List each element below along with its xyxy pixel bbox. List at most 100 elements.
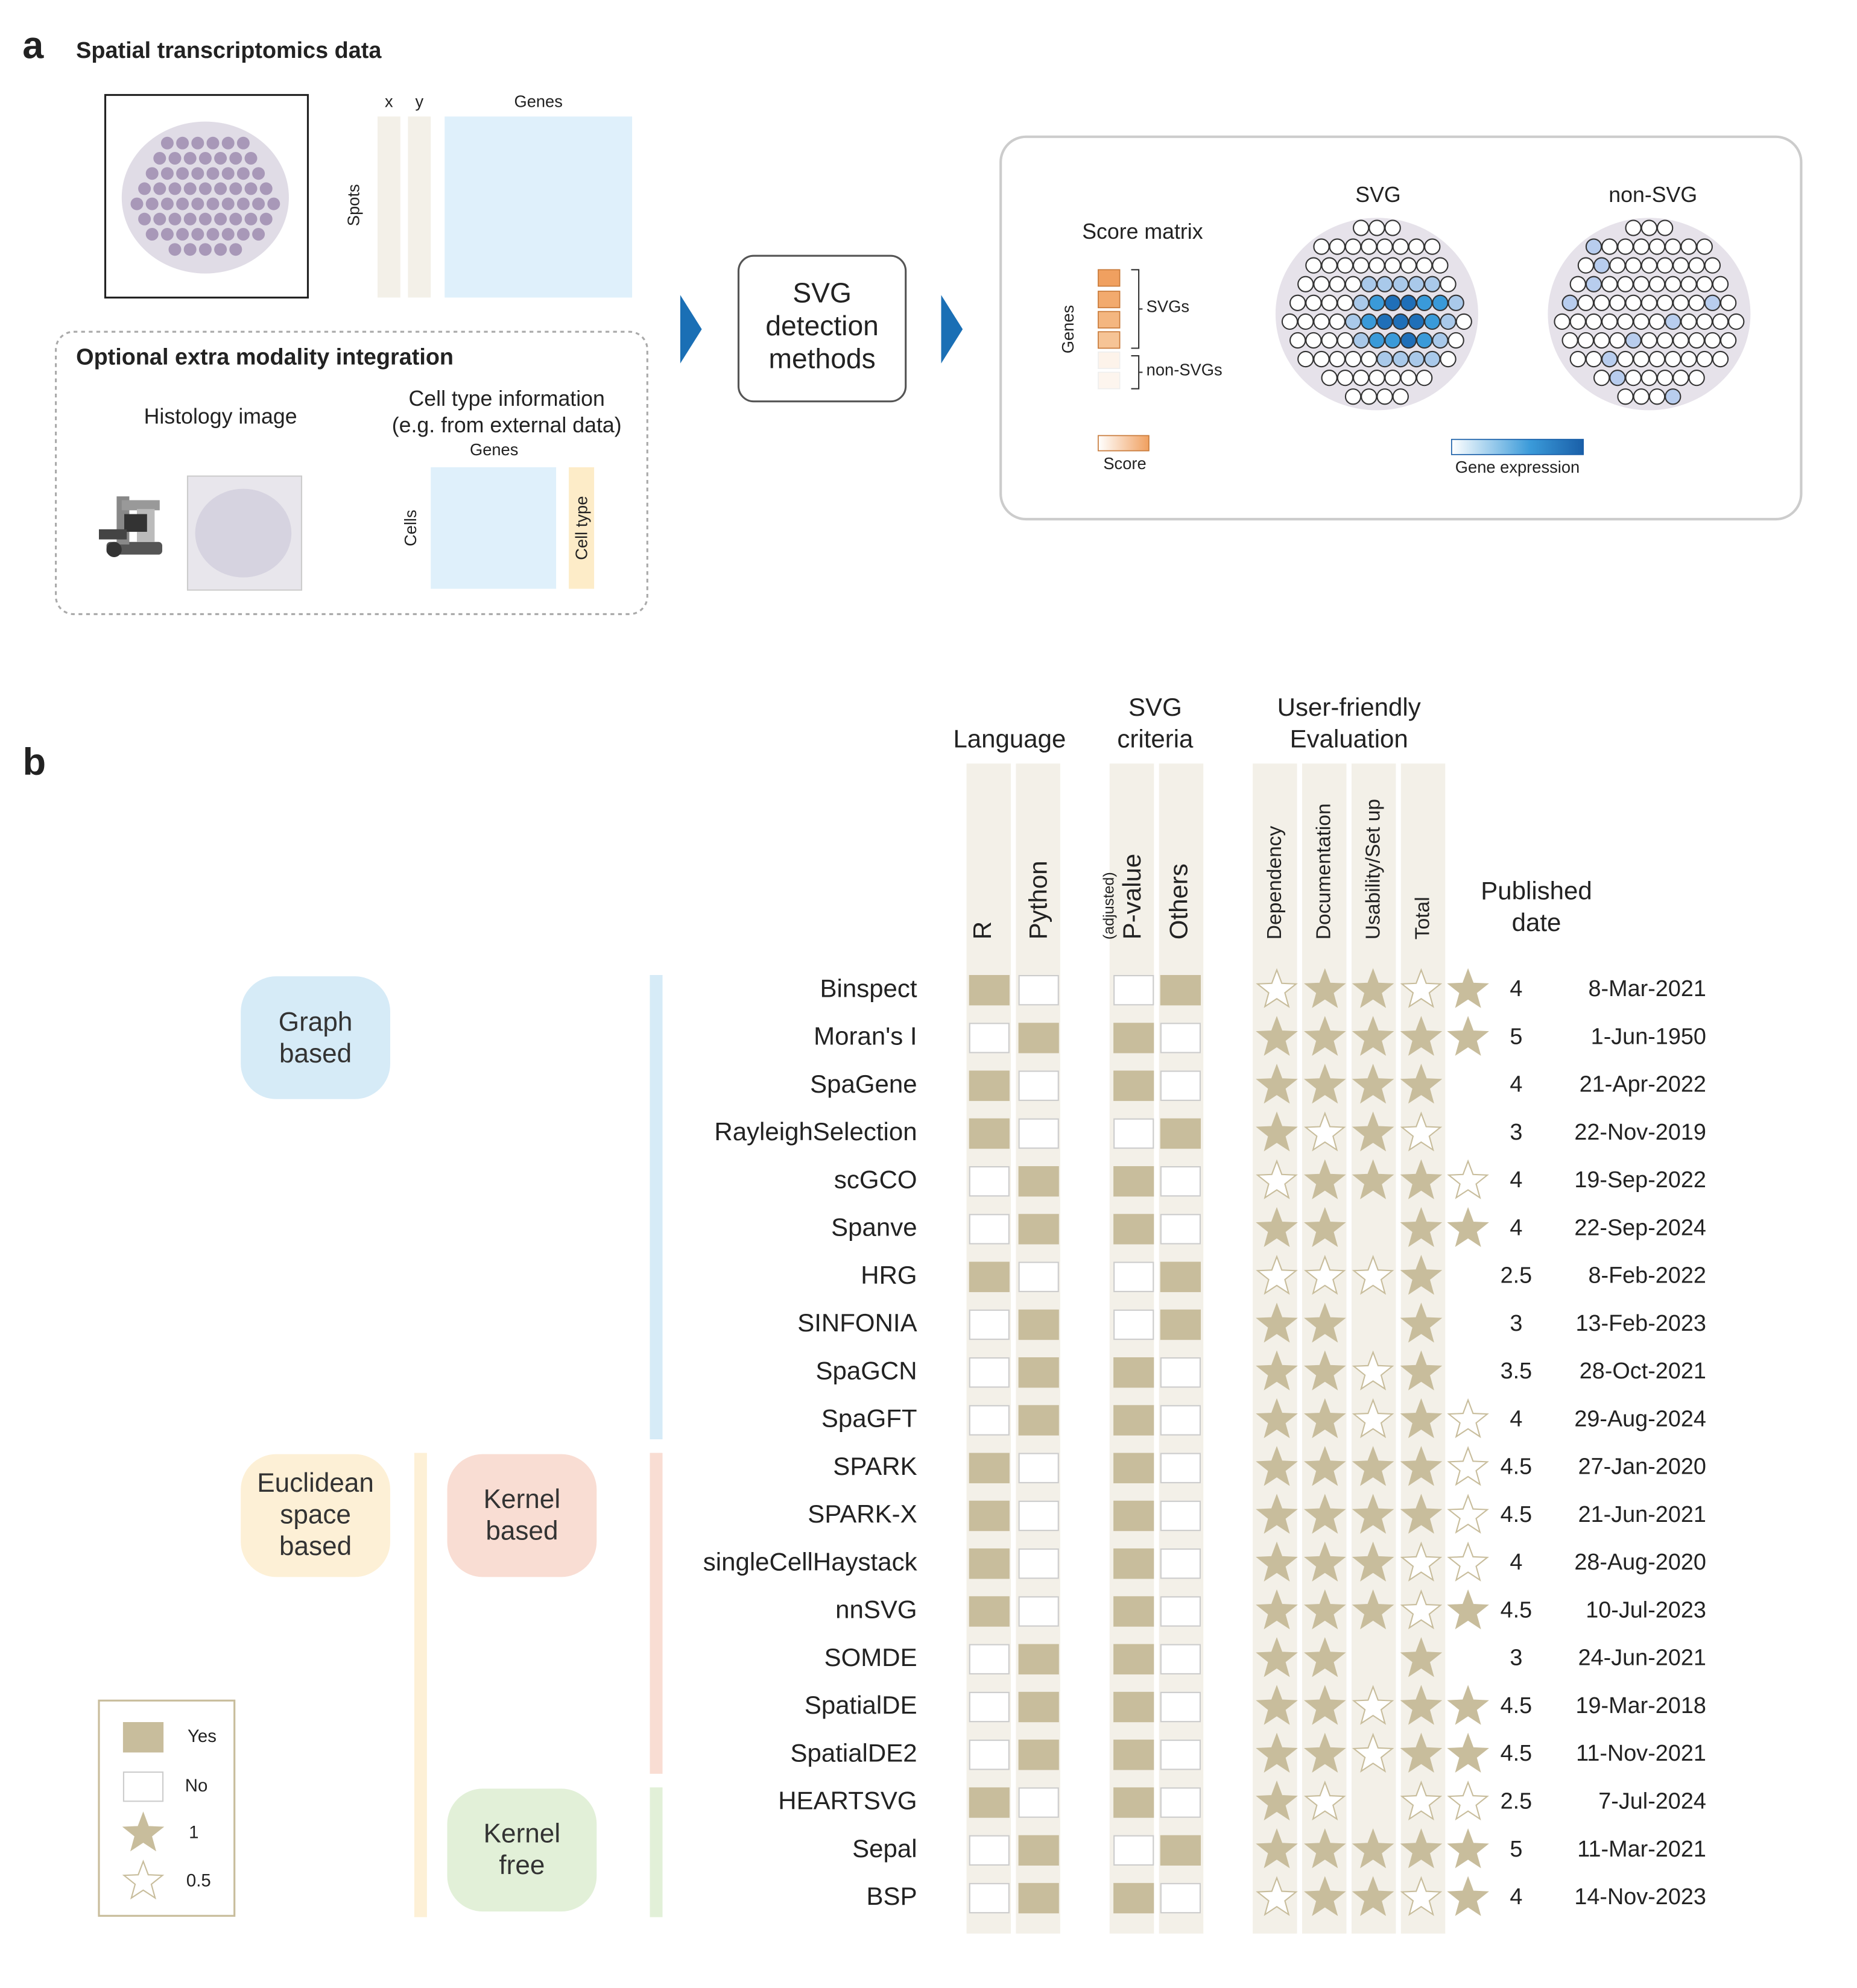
category-label: Graph based — [278, 1007, 353, 1068]
tissue-spot — [168, 212, 182, 226]
spot — [1585, 350, 1602, 368]
spot — [1704, 294, 1721, 311]
star — [1256, 1828, 1298, 1869]
spot — [1696, 238, 1713, 255]
spot — [1432, 257, 1449, 274]
published-date: 10-Jul-2023 — [1586, 1597, 1706, 1623]
star — [1447, 1015, 1489, 1056]
tissue-spot — [191, 228, 204, 241]
method-name: Moran's I — [814, 1022, 917, 1050]
spot — [1353, 332, 1370, 349]
legend-box — [98, 1699, 236, 1917]
spot — [1368, 219, 1385, 236]
spot — [1569, 350, 1586, 368]
spot — [1640, 257, 1658, 274]
column-header: Dependency — [1264, 825, 1286, 939]
spot — [1609, 294, 1626, 311]
spot — [1665, 276, 1681, 292]
column-group-header: User-friendly — [1277, 693, 1421, 721]
star — [1400, 1207, 1443, 1248]
yes-no-box — [969, 1309, 1010, 1340]
star — [1400, 1732, 1443, 1773]
yes-no-box — [1018, 1835, 1059, 1866]
spot — [1392, 238, 1409, 255]
spot — [1665, 238, 1681, 255]
star — [1352, 1446, 1394, 1486]
star — [1400, 1589, 1443, 1630]
total-score: 3.5 — [1501, 1358, 1533, 1384]
yes-no-box — [969, 1548, 1010, 1579]
spot — [1680, 276, 1697, 292]
spot — [1680, 350, 1697, 368]
column-header: R — [968, 921, 996, 939]
spot — [1585, 276, 1602, 292]
tissue-spot — [145, 228, 159, 241]
spot — [1640, 369, 1658, 387]
tissue-spot — [198, 152, 212, 165]
label: non-SVGs — [1147, 361, 1223, 379]
tissue-spot — [221, 167, 235, 180]
spot — [1625, 257, 1642, 274]
tissue-spot — [252, 167, 265, 180]
label: (e.g. from external data) — [392, 413, 622, 437]
star — [1256, 1541, 1298, 1582]
star — [1352, 1732, 1394, 1773]
spot — [1696, 350, 1713, 368]
yes-no-box — [1160, 1023, 1201, 1053]
star — [1303, 1159, 1346, 1199]
spot — [1416, 369, 1433, 387]
yes-no-box — [1018, 1357, 1059, 1388]
yes-no-box — [1018, 1453, 1059, 1483]
tissue-spot — [214, 152, 227, 165]
spot — [1625, 294, 1642, 311]
spot — [1672, 332, 1689, 349]
spot — [1657, 257, 1674, 274]
method-name: SPARK-X — [808, 1500, 917, 1528]
column-header: Usability/Set up — [1362, 799, 1385, 939]
spot — [1625, 219, 1642, 236]
star — [1447, 1876, 1489, 1916]
yes-no-box — [969, 1882, 1010, 1914]
published-date: 7-Jul-2024 — [1598, 1789, 1706, 1814]
spot — [1593, 257, 1610, 274]
spot — [1609, 369, 1626, 387]
y-column — [408, 116, 431, 298]
spot — [1633, 350, 1650, 368]
yes-no-box — [1160, 1261, 1201, 1292]
yes-no-box — [1018, 1261, 1059, 1292]
spot — [1432, 294, 1449, 311]
tissue-spot — [229, 212, 242, 226]
star — [1400, 1780, 1443, 1821]
total-score: 4.5 — [1501, 1502, 1533, 1527]
spot — [1384, 257, 1401, 274]
label: Cell type — [572, 496, 590, 560]
yes-no-box — [1018, 1740, 1059, 1770]
spot — [1569, 276, 1586, 292]
spot — [1337, 257, 1354, 274]
spot — [1440, 313, 1457, 330]
star — [1256, 1255, 1298, 1295]
spot — [1344, 238, 1362, 255]
yes-no-box — [1018, 1500, 1059, 1532]
yes-no-box — [1160, 1070, 1201, 1101]
tissue-spot — [244, 212, 258, 226]
tissue-spot — [229, 182, 242, 195]
star — [1400, 1685, 1443, 1725]
column-header: Documentation — [1313, 803, 1335, 939]
spot — [1368, 257, 1385, 274]
label: Genes — [514, 92, 562, 110]
yes-no-box — [1160, 1309, 1201, 1340]
star — [1256, 1685, 1298, 1725]
star — [1303, 1541, 1346, 1582]
spot — [1408, 238, 1425, 255]
method-name: nnSVG — [835, 1595, 917, 1624]
star — [1447, 1685, 1489, 1725]
spot — [1305, 257, 1322, 274]
total-score: 5 — [1510, 1837, 1522, 1862]
tissue-spot — [145, 197, 159, 210]
spot — [1648, 238, 1666, 255]
tissue-spot — [176, 136, 189, 150]
yes-no-box — [1113, 1070, 1154, 1101]
